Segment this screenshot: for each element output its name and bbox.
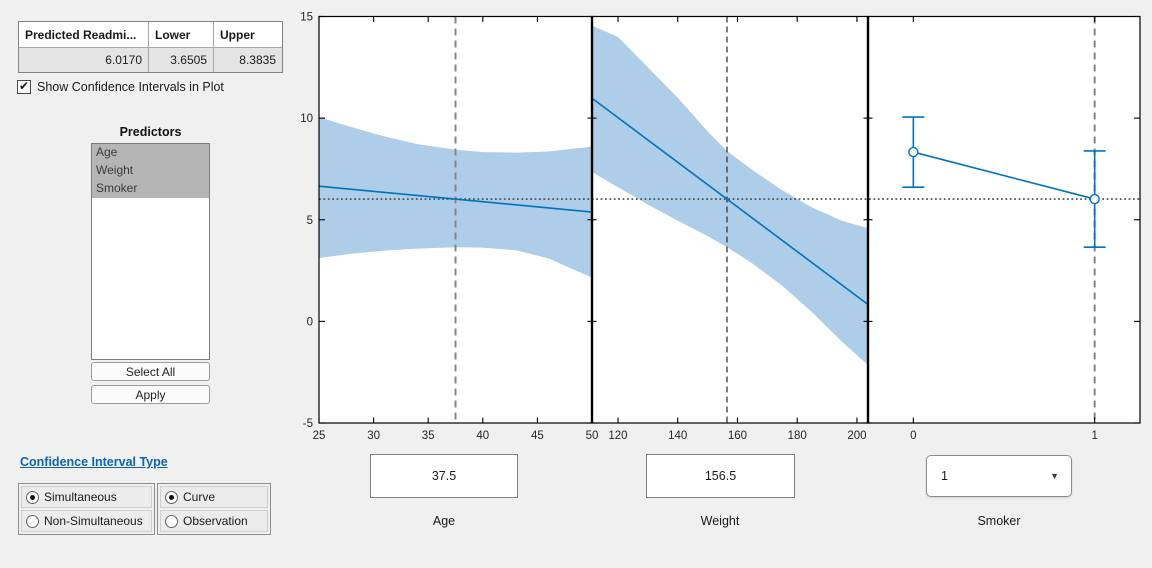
check-icon: ✔	[18, 79, 30, 93]
summary-col-predicted: Predicted Readmi...	[19, 22, 149, 47]
apply-button[interactable]: Apply	[91, 385, 210, 404]
radio-non-simultaneous[interactable]: Non-Simultaneous	[21, 510, 152, 532]
y-tick-label: 0	[307, 316, 313, 328]
y-tick-label: 15	[300, 12, 313, 24]
predicted-value: 6.0170	[19, 47, 149, 72]
list-item-smoker[interactable]: Smoker	[92, 180, 209, 198]
x-tick-label: 35	[422, 430, 435, 442]
data-point-marker	[1089, 193, 1100, 205]
y-tick-label: 10	[300, 113, 313, 125]
radio-non-simultaneous-label: Non-Simultaneous	[44, 514, 143, 528]
smoker-dropdown-value: 1	[941, 469, 948, 483]
weight-value-input[interactable]	[646, 454, 795, 498]
y-tick-label: -5	[303, 418, 313, 430]
list-item-weight[interactable]: Weight	[92, 162, 209, 180]
x-tick-label: 30	[367, 430, 380, 442]
summary-col-lower: Lower	[149, 22, 214, 47]
x-tick-label: 45	[531, 430, 544, 442]
chevron-down-icon: ▼	[1050, 471, 1059, 481]
list-item-age[interactable]: Age	[92, 144, 209, 162]
fit-line-weight	[591, 97, 869, 306]
x-tick-label: 25	[313, 430, 326, 442]
radio-observation-label: Observation	[183, 514, 248, 528]
data-point-marker	[908, 146, 919, 158]
radio-icon[interactable]	[26, 514, 39, 528]
smoker-value-dropdown[interactable]: 1 ▼	[926, 455, 1072, 497]
predictors-title: Predictors	[119, 125, 182, 139]
radio-icon[interactable]	[165, 514, 178, 528]
smoker-axis-label: Smoker	[977, 514, 1021, 528]
age-value-input[interactable]	[370, 454, 518, 498]
x-tick-label: 160	[728, 430, 747, 442]
summary-header-row: Predicted Readmi... Lower Upper	[19, 22, 282, 47]
x-tick-label: 1	[1091, 430, 1097, 442]
lower-ci-value: 3.6505	[149, 47, 214, 72]
confidence-interval-type-link[interactable]: Confidence Interval Type	[20, 455, 168, 469]
radio-icon[interactable]	[165, 490, 178, 504]
x-tick-label: 120	[608, 430, 627, 442]
radio-simultaneous-label: Simultaneous	[44, 490, 117, 504]
radio-curve-label: Curve	[183, 490, 216, 504]
prediction-summary-table: Predicted Readmi... Lower Upper 6.0170 3…	[18, 21, 283, 73]
summary-value-row: 6.0170 3.6505 8.3835	[19, 47, 282, 72]
age-axis-label: Age	[432, 514, 456, 528]
x-tick-label: 200	[847, 430, 866, 442]
upper-ci-value: 8.3835	[214, 47, 282, 72]
confidence-band-weight	[592, 25, 868, 366]
radio-curve[interactable]: Curve	[160, 486, 268, 508]
radio-simultaneous[interactable]: Simultaneous	[21, 486, 152, 508]
bound-type-radio-group: Curve Observation	[157, 483, 271, 535]
x-tick-label: 140	[668, 430, 687, 442]
weight-axis-label: Weight	[700, 514, 740, 528]
select-all-button[interactable]: Select All	[91, 362, 210, 381]
x-tick-label: 50	[586, 430, 599, 442]
x-tick-label: 40	[476, 430, 489, 442]
summary-col-upper: Upper	[214, 22, 282, 47]
show-ci-checkbox-label: Show Confidence Intervals in Plot	[37, 80, 224, 94]
x-tick-label: 0	[910, 430, 916, 442]
x-tick-label: 180	[788, 430, 807, 442]
fit-line-age	[318, 185, 593, 213]
checkbox-icon[interactable]: ✔	[17, 80, 31, 94]
radio-observation[interactable]: Observation	[160, 510, 268, 532]
show-ci-checkbox-row[interactable]: ✔ Show Confidence Intervals in Plot	[17, 80, 224, 94]
radio-icon[interactable]	[26, 490, 39, 504]
simultaneity-radio-group: Simultaneous Non-Simultaneous	[18, 483, 155, 535]
y-tick-label: 5	[307, 215, 313, 227]
predictors-listbox[interactable]: Age Weight Smoker	[91, 143, 210, 360]
fit-line-smoker	[913, 151, 1095, 200]
